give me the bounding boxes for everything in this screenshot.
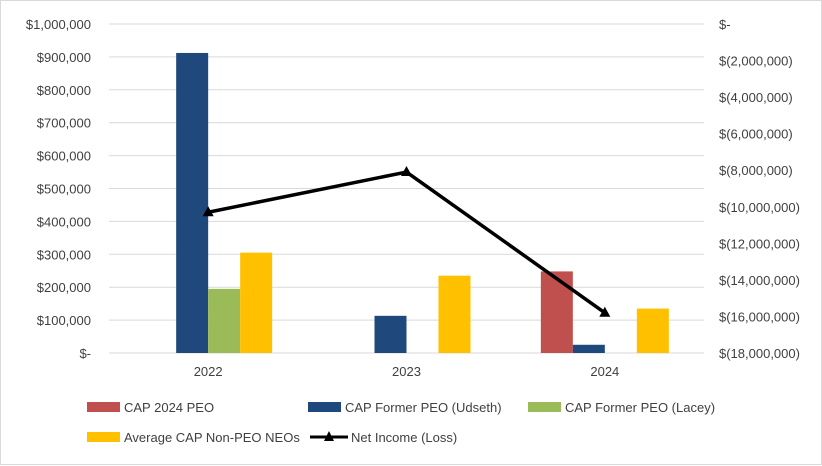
y-left-tick-label: $600,000	[37, 149, 91, 164]
x-tick-label: 2024	[590, 364, 619, 379]
bar	[636, 308, 669, 353]
y-left-tick-label: $500,000	[37, 182, 91, 197]
y-left-tick-label: $900,000	[37, 50, 91, 65]
legend-label: CAP 2024 PEO	[124, 400, 214, 415]
y-left-tick-label: $1,000,000	[26, 17, 91, 32]
y-left-tick-label: $300,000	[37, 247, 91, 262]
y-left-tick-label: $800,000	[37, 83, 91, 98]
y-right-tick-label: $(2,000,000)	[719, 54, 793, 69]
line-point	[202, 206, 214, 217]
line-point	[599, 306, 611, 317]
y-left-tick-label: $700,000	[37, 116, 91, 131]
y-right-tick-label: $(12,000,000)	[719, 236, 800, 251]
y-right-tick-label: $(16,000,000)	[719, 309, 800, 324]
legend-label: Net Income (Loss)	[351, 430, 457, 445]
y-right-tick-label: $(10,000,000)	[719, 200, 800, 215]
y-left-tick-label: $200,000	[37, 280, 91, 295]
y-left-tick-label: $400,000	[37, 214, 91, 229]
y-left-tick-label: $100,000	[37, 313, 91, 328]
x-tick-label: 2022	[194, 364, 223, 379]
y-right-tick-label: $-	[719, 17, 731, 32]
bar	[208, 288, 241, 353]
y-right-tick-label: $(4,000,000)	[719, 90, 793, 105]
y-left-tick-label: $-	[79, 346, 91, 361]
legend-label: Average CAP Non-PEO NEOs	[124, 430, 300, 445]
legend-label: CAP Former PEO (Udseth)	[345, 400, 502, 415]
legend-swatch	[308, 402, 341, 412]
x-tick-label: 2023	[392, 364, 421, 379]
legend-swatch	[87, 402, 120, 412]
bar	[176, 52, 209, 354]
bar	[240, 252, 273, 353]
y-right-tick-label: $(6,000,000)	[719, 127, 793, 142]
legend-marker	[324, 431, 334, 441]
y-right-tick-label: $(8,000,000)	[719, 163, 793, 178]
bar	[374, 315, 407, 353]
bar	[572, 344, 605, 353]
bar	[540, 271, 573, 353]
legend-label: CAP Former PEO (Lacey)	[565, 400, 715, 415]
y-right-tick-label: $(14,000,000)	[719, 273, 800, 288]
bar	[438, 275, 471, 353]
y-right-tick-label: $(18,000,000)	[719, 346, 800, 361]
legend-swatch	[528, 402, 561, 412]
line-point	[401, 166, 412, 177]
legend-swatch	[87, 432, 120, 442]
